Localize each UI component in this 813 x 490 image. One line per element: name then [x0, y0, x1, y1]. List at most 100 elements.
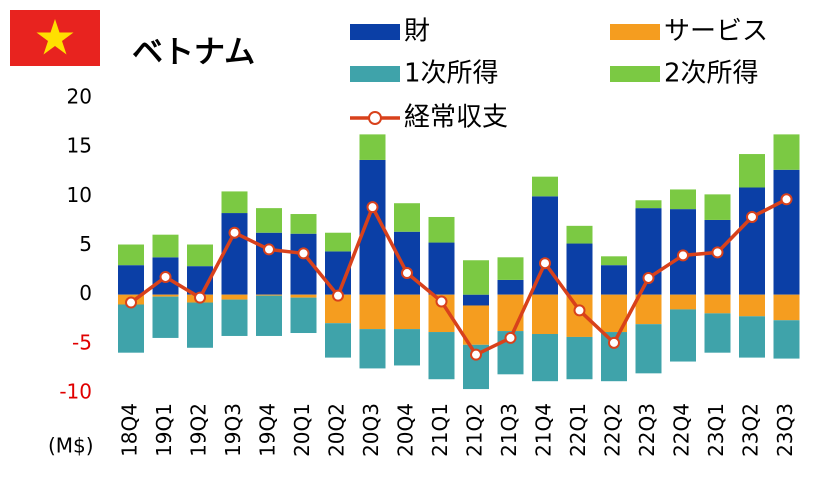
y-tick-label: 10 — [67, 183, 92, 207]
bar — [670, 189, 696, 210]
legend-label: 1次所得 — [404, 59, 499, 89]
line-marker — [504, 331, 517, 344]
x-tick-label: 21Q2 — [463, 403, 487, 457]
line-marker — [677, 249, 689, 262]
bar — [394, 329, 420, 366]
bar — [566, 243, 593, 295]
x-tick-label: 22Q1 — [566, 403, 590, 457]
legend-label: サービス — [664, 17, 768, 47]
bar — [566, 336, 593, 380]
bar — [118, 265, 144, 295]
bar — [359, 329, 386, 369]
bar — [290, 297, 317, 334]
bar — [773, 320, 800, 359]
bar — [221, 294, 248, 300]
line-marker — [401, 267, 413, 280]
x-tick-label: 22Q2 — [601, 403, 625, 457]
x-tick-label: 19Q1 — [152, 403, 176, 457]
line-marker — [608, 336, 620, 349]
legend-label: 2次所得 — [664, 59, 759, 89]
legend-swatch — [350, 24, 400, 40]
bar — [359, 134, 386, 160]
bar — [187, 302, 213, 348]
bar — [359, 294, 386, 330]
bar — [739, 187, 765, 295]
bar — [601, 265, 627, 295]
line-marker — [435, 295, 448, 308]
legend-swatch — [610, 24, 660, 40]
line-marker — [297, 247, 310, 260]
bar — [256, 294, 282, 296]
y-tick-label: 20 — [67, 85, 92, 109]
bar — [704, 194, 731, 220]
bar — [635, 294, 662, 325]
line-marker — [711, 246, 724, 259]
bar — [532, 334, 558, 382]
bar — [704, 313, 731, 353]
y-tick-label: 5 — [79, 232, 92, 256]
flag-star — [36, 19, 74, 55]
bar — [497, 294, 524, 332]
x-tick-label: 19Q4 — [256, 403, 280, 457]
x-tick-label: 20Q2 — [325, 403, 349, 457]
bar — [773, 134, 800, 170]
bar — [532, 176, 558, 197]
bar — [152, 234, 179, 258]
bar — [635, 200, 662, 209]
x-tick-label: 23Q3 — [773, 403, 797, 457]
bar — [394, 294, 420, 330]
y-tick-label: -5 — [72, 330, 92, 354]
bar — [394, 231, 420, 295]
bar — [428, 242, 455, 295]
legend-label: 経常収支 — [404, 103, 508, 133]
bar — [256, 208, 282, 233]
x-tick-label: 18Q4 — [118, 403, 142, 457]
x-tick-label: 22Q3 — [635, 403, 659, 457]
bar — [221, 213, 248, 295]
bar — [773, 294, 800, 321]
bar — [635, 324, 662, 374]
bar — [739, 154, 765, 188]
bar — [118, 304, 144, 353]
x-tick-label: 20Q1 — [290, 403, 314, 457]
flag — [10, 10, 100, 66]
bar — [739, 294, 765, 317]
bar — [290, 214, 317, 234]
line-marker — [780, 193, 793, 206]
x-tick-label: 19Q2 — [187, 403, 211, 457]
bar — [256, 295, 282, 336]
bar — [428, 216, 455, 243]
bar — [152, 296, 179, 338]
x-tick-label: 21Q3 — [497, 403, 521, 457]
bar — [463, 294, 489, 306]
bar — [532, 294, 558, 334]
bar — [221, 191, 248, 214]
y-tick-label: 15 — [67, 134, 92, 158]
y-tick-label: 0 — [79, 281, 92, 305]
x-tick-label: 20Q4 — [394, 403, 418, 457]
bar — [187, 244, 213, 267]
bar — [601, 256, 627, 266]
bar — [256, 232, 282, 295]
bar — [290, 294, 317, 298]
bar — [670, 294, 696, 310]
bar — [428, 332, 455, 380]
x-tick-label: 21Q4 — [532, 403, 556, 457]
bar — [739, 316, 765, 358]
bar — [773, 169, 800, 295]
bar — [221, 299, 248, 336]
line-marker — [366, 201, 379, 214]
bar — [152, 294, 179, 297]
bar — [463, 260, 489, 295]
x-tick-label: 23Q1 — [704, 403, 728, 457]
x-tick-label: 21Q1 — [428, 403, 452, 457]
bar — [394, 203, 420, 232]
bar — [670, 309, 696, 362]
x-tick-label: 19Q3 — [221, 403, 245, 457]
chart-title: ベトナム — [132, 35, 255, 71]
line-marker — [125, 296, 137, 309]
line-marker — [573, 304, 586, 317]
legend-label: 財 — [404, 17, 430, 47]
bar — [704, 294, 731, 314]
